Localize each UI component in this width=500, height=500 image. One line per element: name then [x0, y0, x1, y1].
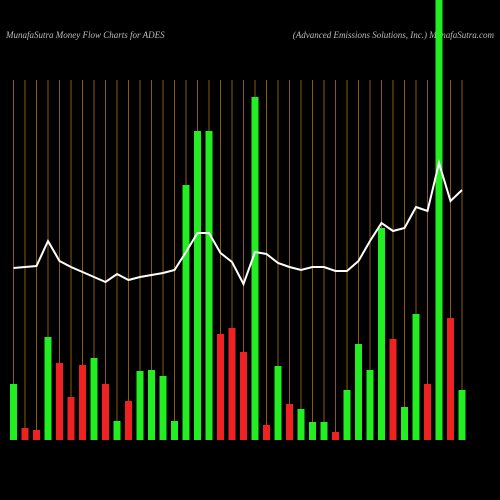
bar [263, 425, 270, 440]
bar [228, 328, 236, 440]
bar [366, 370, 374, 440]
bar [355, 344, 362, 440]
bar [286, 404, 293, 440]
bar [458, 390, 466, 440]
bar [125, 401, 132, 440]
bar [21, 428, 29, 440]
bar [378, 228, 385, 440]
bar [274, 366, 282, 440]
chart-subtitle: (Advanced Emissions Solutions, Inc.) Mun… [293, 30, 495, 40]
bar [205, 131, 213, 440]
bar [136, 371, 144, 440]
bar [10, 384, 17, 440]
bar [194, 131, 201, 440]
bar [79, 365, 86, 440]
chart-title: MunafaSutra Money Flow Charts for ADES [5, 30, 165, 40]
bar [113, 421, 121, 440]
money-flow-line [13, 159, 463, 287]
bar [447, 318, 454, 440]
bar [102, 384, 109, 440]
bar [182, 185, 190, 440]
bar [424, 384, 431, 440]
bar [401, 407, 408, 440]
bar [90, 358, 98, 440]
bar [332, 432, 339, 440]
bar [435, 0, 443, 440]
bar [240, 352, 247, 440]
bar [389, 339, 397, 440]
bar [297, 409, 305, 440]
bar [412, 314, 420, 440]
bar [67, 397, 75, 440]
bar [56, 363, 63, 440]
bar [171, 421, 178, 440]
bar [309, 422, 316, 440]
bars [10, 0, 466, 440]
bar [148, 370, 155, 440]
bar [251, 97, 259, 440]
bar [343, 390, 351, 440]
bar [159, 376, 167, 440]
bar [33, 430, 40, 440]
bar [44, 337, 52, 440]
bar [217, 334, 224, 440]
bar [320, 422, 328, 440]
lines [13, 159, 463, 287]
